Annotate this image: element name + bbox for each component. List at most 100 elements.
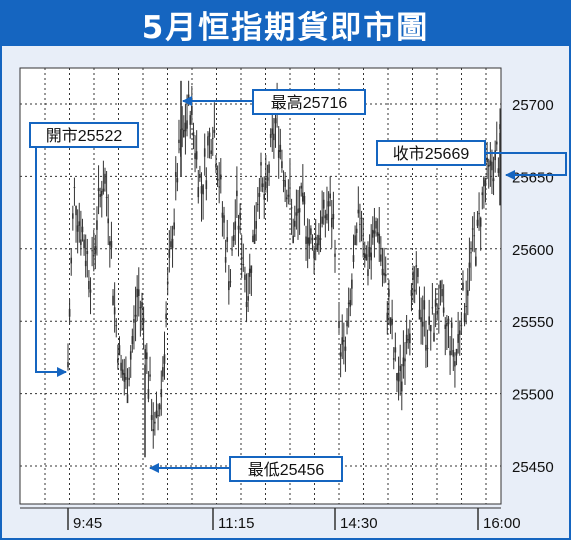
candle — [446, 315, 448, 351]
candle — [354, 225, 356, 246]
candle-body — [473, 235, 476, 237]
candle-body — [94, 246, 97, 254]
candle-body — [484, 180, 487, 186]
y-tick-label: 25700 — [512, 97, 554, 114]
candle — [479, 216, 482, 251]
candle-body — [147, 389, 150, 399]
candle — [84, 234, 87, 278]
candle-body — [279, 144, 282, 152]
candle-body — [402, 357, 405, 367]
candle-body — [68, 309, 71, 317]
candle — [384, 256, 387, 283]
candle — [425, 321, 427, 368]
candle — [343, 322, 345, 365]
candle-body — [155, 410, 158, 418]
candle — [281, 149, 283, 173]
candle-body — [388, 289, 390, 297]
candle — [223, 206, 225, 240]
candle-body — [247, 296, 249, 301]
candle-body — [245, 301, 248, 308]
candle-body — [302, 192, 304, 202]
candle — [381, 247, 384, 287]
candle — [346, 308, 348, 335]
candle-body — [463, 313, 466, 323]
candle-body — [465, 305, 467, 307]
candle-body — [412, 271, 414, 280]
candle-body — [240, 257, 243, 260]
candle — [476, 210, 479, 229]
candle — [452, 338, 455, 371]
candle-body — [129, 351, 132, 360]
candle-body — [80, 239, 82, 245]
candle-body — [431, 307, 434, 309]
candle-body — [252, 235, 254, 243]
candle — [308, 219, 311, 259]
candle-body — [239, 212, 241, 219]
candle-body — [285, 197, 288, 200]
candle-body — [258, 192, 261, 197]
candle-body — [215, 164, 217, 168]
candle — [326, 186, 328, 224]
candle — [285, 189, 288, 208]
candle-body — [321, 216, 323, 224]
candle-body — [499, 124, 501, 130]
candle-body — [131, 336, 134, 345]
candle — [199, 165, 201, 182]
candle — [362, 217, 364, 258]
y-tick-label: 25450 — [512, 459, 554, 476]
candle-body — [355, 228, 358, 233]
candle — [142, 306, 145, 349]
candle — [154, 411, 156, 436]
candle-body — [489, 160, 492, 166]
candle-body — [274, 118, 277, 124]
candle-body — [433, 332, 435, 342]
candle — [70, 248, 73, 276]
candle — [375, 217, 377, 237]
candle-body — [261, 183, 264, 187]
candle — [397, 356, 400, 401]
candle-body — [352, 255, 355, 262]
candle-body — [158, 404, 161, 410]
candle-body — [229, 281, 232, 283]
candle-body — [365, 254, 368, 261]
candle — [213, 102, 216, 138]
candle-body — [425, 344, 427, 351]
candle-body — [458, 330, 461, 335]
candle-body — [306, 237, 309, 244]
candle — [203, 133, 206, 176]
candle-body — [378, 233, 381, 244]
candle-body — [83, 239, 85, 249]
candle-body — [170, 241, 172, 248]
candle — [210, 138, 212, 160]
candle — [460, 311, 463, 335]
candle-body — [407, 339, 410, 341]
x-tick-label: 11:15 — [218, 515, 254, 532]
candle — [313, 245, 315, 275]
candle-body — [220, 174, 222, 180]
candle — [76, 209, 79, 254]
candle — [462, 270, 464, 292]
candle — [88, 270, 90, 298]
candle-body — [260, 162, 262, 166]
candle — [157, 403, 159, 431]
candle-body — [186, 120, 188, 129]
candle — [439, 280, 442, 306]
candle — [67, 343, 69, 371]
candle-body — [486, 157, 488, 163]
candle — [396, 372, 398, 393]
candle — [92, 229, 95, 272]
candle — [139, 300, 142, 337]
candle — [290, 198, 293, 235]
candle — [229, 269, 232, 288]
candle-body — [457, 334, 459, 343]
candle-body — [208, 132, 211, 137]
candle-body — [446, 323, 448, 327]
candle — [400, 363, 403, 411]
candle-body — [265, 181, 267, 189]
candle — [413, 266, 416, 304]
candle-body — [362, 235, 364, 237]
candle — [429, 324, 432, 351]
candle — [162, 356, 164, 382]
candle-body — [232, 235, 235, 241]
candle — [165, 301, 167, 328]
